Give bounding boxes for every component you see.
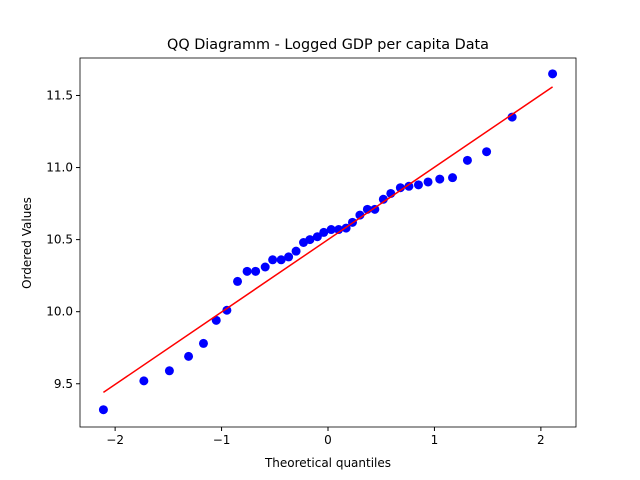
y-tick-label: 9.5 — [54, 377, 73, 391]
data-point — [242, 266, 252, 276]
data-point — [355, 210, 365, 220]
data-point — [291, 246, 301, 256]
data-point — [276, 255, 286, 265]
x-axis-label: Theoretical quantiles — [264, 456, 391, 470]
chart-title: QQ Diagramm - Logged GDP per capita Data — [167, 37, 489, 53]
y-tick-label: 10.0 — [46, 305, 73, 319]
data-point — [184, 351, 194, 361]
data-point — [139, 376, 149, 386]
data-point — [312, 232, 322, 242]
data-point — [251, 266, 261, 276]
x-tick-label: −1 — [213, 433, 231, 447]
data-point — [482, 147, 492, 157]
fit-line — [102, 86, 554, 394]
y-tick-label: 11.5 — [46, 88, 73, 102]
x-tick-label: 0 — [324, 433, 332, 447]
data-point — [305, 235, 315, 245]
data-point — [260, 262, 270, 272]
data-point — [198, 338, 208, 348]
data-point — [435, 174, 445, 184]
data-point — [222, 305, 232, 315]
data-point — [319, 227, 329, 237]
data-point — [378, 194, 388, 204]
data-point — [507, 112, 517, 122]
y-tick-label: 10.5 — [46, 233, 73, 247]
y-axis-label: Ordered Values — [20, 197, 34, 289]
data-point — [164, 366, 174, 376]
plot-frame — [79, 57, 577, 428]
data-point — [395, 183, 405, 193]
data-point — [284, 252, 294, 262]
data-point — [326, 225, 336, 235]
data-point — [423, 177, 433, 187]
data-point — [462, 155, 472, 165]
x-tick-label: 2 — [537, 433, 545, 447]
data-point — [98, 405, 108, 415]
data-point — [233, 276, 243, 286]
data-point — [448, 173, 458, 183]
data-point — [404, 181, 414, 191]
x-tick-label: 1 — [431, 433, 439, 447]
x-tick-label: −2 — [106, 433, 124, 447]
data-point — [548, 69, 558, 79]
data-point — [413, 180, 423, 190]
data-point — [334, 225, 344, 235]
y-tick-label: 11.0 — [46, 161, 73, 175]
data-point — [268, 255, 278, 265]
